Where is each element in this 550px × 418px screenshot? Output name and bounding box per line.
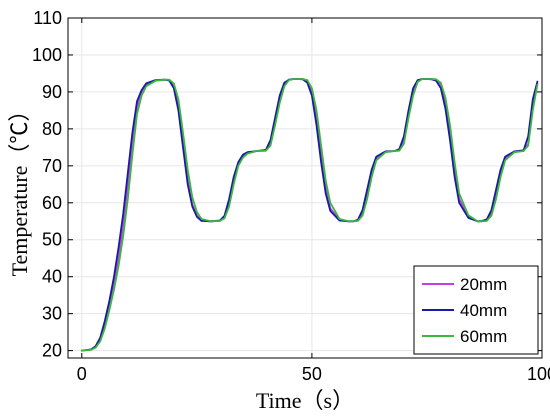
legend-label-60mm: 60mm xyxy=(460,327,507,346)
x-tick-label: 100 xyxy=(527,364,550,384)
plot-frame xyxy=(67,17,543,359)
y-tick-label: 110 xyxy=(33,8,62,28)
y-tick-label: 50 xyxy=(42,230,62,250)
series-lines xyxy=(80,78,539,352)
y-tick-label: 40 xyxy=(42,267,62,287)
legend-label-20mm: 20mm xyxy=(460,275,507,294)
x-tick-label: 50 xyxy=(302,364,322,384)
legend-label-40mm: 40mm xyxy=(460,301,507,320)
x-axis-title: Time（s） xyxy=(256,388,354,413)
y-tick-label: 30 xyxy=(42,304,62,324)
y-tick-label: 100 xyxy=(32,45,62,65)
y-axis-title: Temperature（℃） xyxy=(7,100,32,277)
y-tick-label: 80 xyxy=(42,119,62,139)
axis-ticks: 20 30 40 50 60 70 80 90 100 110 0 50 100 xyxy=(32,8,550,384)
y-tick-label: 70 xyxy=(42,156,62,176)
y-tick-label: 60 xyxy=(42,193,62,213)
y-tick-label: 20 xyxy=(42,341,62,361)
y-tick-label: 90 xyxy=(42,82,62,102)
legend: 20mm 40mm 60mm xyxy=(413,265,539,355)
x-tick-label: 0 xyxy=(77,364,87,384)
series-line-60mm xyxy=(80,78,539,352)
